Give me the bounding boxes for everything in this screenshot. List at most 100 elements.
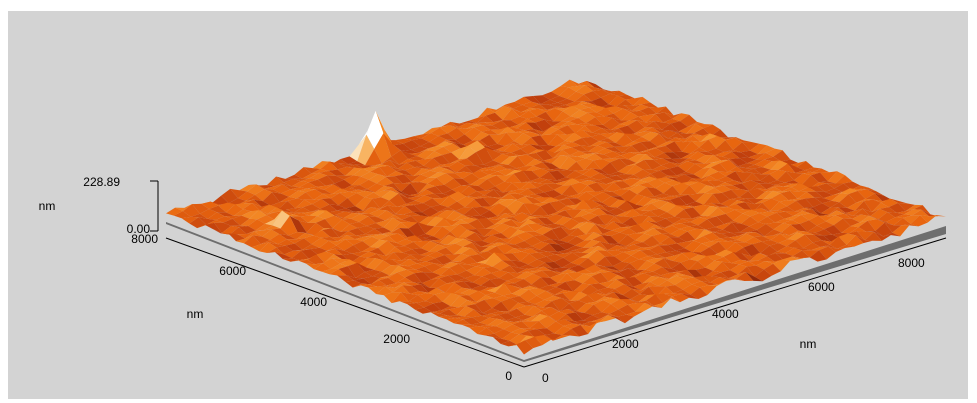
- surface-facet: [744, 236, 762, 245]
- surface-facet: [497, 318, 514, 323]
- surface-facet: [546, 214, 564, 224]
- surface-facet: [564, 319, 582, 325]
- surface-facet: [539, 285, 557, 292]
- surface-facet: [496, 104, 514, 110]
- surface-facet: [509, 193, 527, 200]
- surface-facet: [777, 206, 795, 212]
- surface-facet: [648, 145, 666, 150]
- surface-facet: [511, 219, 529, 228]
- surface-facet: [299, 254, 317, 261]
- surface-facet: [648, 216, 666, 223]
- surface-facet: [330, 192, 348, 206]
- surface-facet: [490, 165, 508, 172]
- surface-facet: [431, 164, 449, 170]
- surface-facet: [566, 91, 584, 102]
- surface-facet: [253, 199, 271, 207]
- surface-facet: [598, 138, 616, 143]
- surface-facet: [635, 196, 653, 207]
- surface-facet: [298, 220, 316, 233]
- surface-facet: [689, 254, 707, 262]
- surface-facet: [605, 106, 623, 114]
- surface-facet: [728, 159, 746, 169]
- surface-facet: [665, 216, 683, 224]
- surface-facet: [413, 240, 431, 249]
- surface-facet: [472, 276, 490, 286]
- surface-facet: [533, 126, 551, 136]
- surface-facet: [485, 333, 503, 339]
- surface-facet: [521, 180, 539, 184]
- surface-facet: [829, 236, 847, 249]
- surface-facet: [606, 249, 624, 257]
- surface-facet: [567, 161, 585, 171]
- surface-facet: [666, 137, 684, 143]
- surface-facet: [559, 269, 576, 275]
- surface-facet: [633, 96, 651, 106]
- surface-facet: [687, 121, 705, 127]
- surface-facet: [665, 284, 683, 294]
- surface-facet: [540, 277, 558, 286]
- surface-facet: [673, 289, 691, 295]
- surface-facet: [612, 189, 630, 197]
- surface-facet: [651, 275, 669, 280]
- surface-facet: [315, 189, 332, 195]
- surface-facet: [489, 132, 507, 144]
- surface-facet: [622, 108, 640, 113]
- surface-facet: [405, 273, 422, 284]
- surface-facet: [856, 198, 874, 203]
- surface-facet: [499, 308, 517, 314]
- surface-facet: [582, 276, 600, 285]
- surface-facet: [510, 188, 528, 194]
- surface-facet: [291, 216, 309, 223]
- surface-facet: [605, 216, 623, 226]
- surface-facet: [625, 277, 643, 287]
- surface-facet: [782, 220, 800, 225]
- surface-facet: [769, 243, 787, 252]
- surface-facet: [422, 127, 440, 135]
- surface-facet: [806, 191, 824, 199]
- surface-facet: [768, 251, 786, 256]
- surface-facet: [293, 248, 311, 251]
- surface-facet: [340, 259, 357, 267]
- surface-facet: [370, 239, 388, 248]
- surface-facet: [328, 169, 346, 176]
- surface-facet: [616, 99, 634, 107]
- surface-facet: [620, 263, 638, 272]
- surface-facet: [557, 205, 575, 212]
- surface-facet: [801, 213, 819, 221]
- surface-facet: [476, 295, 494, 303]
- surface-facet: [520, 216, 538, 223]
- surface-facet: [549, 129, 567, 135]
- surface-facet: [567, 309, 585, 313]
- surface-facet: [458, 299, 476, 308]
- surface-facet: [444, 178, 462, 190]
- surface-facet: [413, 133, 431, 139]
- surface-facet: [818, 246, 836, 260]
- surface-facet: [379, 165, 397, 177]
- surface-facet: [610, 299, 628, 310]
- surface-facet: [667, 174, 685, 179]
- surface-facet: [426, 216, 444, 227]
- surface-facet: [483, 160, 501, 167]
- surface-facet: [532, 202, 550, 207]
- surface-facet: [325, 183, 343, 190]
- surface-facet: [629, 116, 647, 123]
- surface-facet: [710, 205, 727, 208]
- surface-facet: [580, 212, 598, 221]
- surface-facet: [637, 187, 655, 197]
- surface-facet: [714, 256, 732, 264]
- surface-facet: [599, 241, 617, 251]
- surface-facet: [341, 188, 359, 192]
- surface-facet: [376, 286, 394, 296]
- surface-facet: [240, 218, 258, 227]
- surface-facet: [699, 285, 717, 296]
- surface-facet: [490, 311, 508, 315]
- surface-facet: [259, 242, 277, 253]
- surface-facet: [652, 198, 670, 201]
- surface-facet: [216, 212, 234, 217]
- surface-facet: [912, 209, 930, 217]
- surface-facet: [796, 160, 814, 171]
- surface-facet: [534, 266, 552, 272]
- surface-facet: [445, 243, 463, 255]
- surface-facet: [738, 232, 756, 237]
- surface-facet: [408, 189, 426, 197]
